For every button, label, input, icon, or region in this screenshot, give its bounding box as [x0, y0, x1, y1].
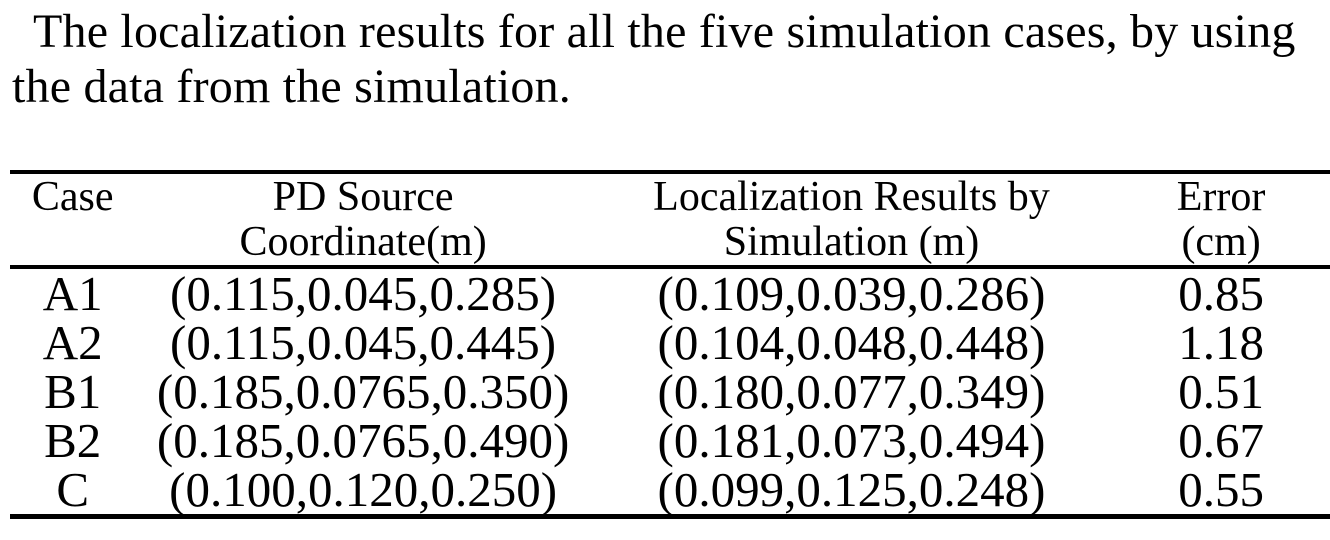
header-line-1: Localization Results by [653, 174, 1050, 220]
table-header: Case PD Source Coordinate(m) Localizatio… [10, 172, 1330, 269]
table-cell: 0.85 [1178, 266, 1264, 321]
table-cell: 0.67 [1178, 413, 1264, 468]
header-line-1: PD Source [272, 174, 454, 220]
results-table-container: Case PD Source Coordinate(m) Localizatio… [10, 170, 1330, 519]
table-cell: 1.18 [1178, 315, 1264, 370]
results-table: Case PD Source Coordinate(m) Localizatio… [10, 170, 1330, 519]
table-cell: (0.115,0.045,0.285) [170, 266, 557, 321]
col-header-pd-source-coordinate: PD Source Coordinate(m) [135, 172, 591, 269]
table-cell: (0.100,0.120,0.250) [169, 462, 558, 517]
header-row: Case PD Source Coordinate(m) Localizatio… [10, 172, 1330, 269]
col-header-case: Case [10, 172, 136, 269]
header-line-2: Coordinate(m) [239, 219, 487, 265]
table-row: A1 (0.115,0.045,0.285) (0.109,0.039,0.286)… [10, 267, 1330, 318]
col-header-localization-results: Localization Results by Simulation (m) [590, 172, 1113, 269]
header-line-2 [10, 220, 135, 265]
table-cell: (0.109,0.039,0.286) [657, 266, 1046, 321]
table-cell: (0.181,0.073,0.494) [657, 413, 1046, 468]
table-cell: B1 [44, 364, 102, 419]
header-line-1: Case [31, 174, 114, 220]
table-cell: (0.104,0.048,0.448) [657, 315, 1046, 370]
table-body: A1 (0.115,0.045,0.285) (0.109,0.039,0.286)… [10, 267, 1330, 517]
header-line-2: (cm) [1181, 219, 1261, 265]
table-row: B1 (0.185,0.0765,0.350) (0.180,0.077,0.349… [10, 367, 1330, 416]
table-caption: The localization results for all the fiv… [12, 5, 1296, 113]
col-header-error: Error (cm) [1112, 172, 1330, 269]
table-cell: (0.185,0.0765,0.350) [156, 364, 570, 419]
table-cell: 0.51 [1178, 364, 1264, 419]
header-line-1: Error [1176, 174, 1266, 220]
header-line-2: Simulation (m) [723, 219, 980, 265]
table-cell: C [56, 462, 90, 517]
table-cell: A2 [42, 315, 103, 370]
table-row: C (0.100,0.120,0.250) (0.099,0.125,0.248) 0… [10, 465, 1330, 517]
table-row: A2 (0.115,0.045,0.445) (0.104,0.048,0.448)… [10, 318, 1330, 367]
table-cell: (0.115,0.045,0.445) [170, 315, 557, 370]
table-cell: (0.185,0.0765,0.490) [156, 413, 570, 468]
table-row: B2 (0.185,0.0765,0.490) (0.181,0.073,0.494… [10, 416, 1330, 465]
table-cell: 0.55 [1178, 462, 1264, 517]
table-cell: B2 [44, 413, 102, 468]
table-cell: (0.180,0.077,0.349) [657, 364, 1046, 419]
table-cell: (0.099,0.125,0.248) [657, 462, 1046, 517]
table-cell: A1 [42, 266, 103, 321]
